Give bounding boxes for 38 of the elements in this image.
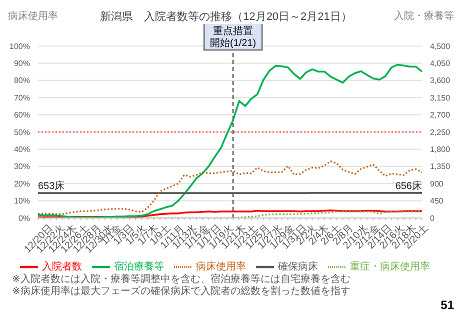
line-series <box>38 64 422 218</box>
legend-label: 入院者数 <box>42 262 82 273</box>
y2-tick-label: 900 <box>430 179 444 188</box>
y2-tick-label: 3,150 <box>430 93 451 102</box>
y-tick-label: 50% <box>14 128 30 137</box>
data-label: 653床 <box>38 180 65 192</box>
y-tick-label: 90% <box>14 59 30 68</box>
y2-tick-label: 2,250 <box>430 128 451 137</box>
text: ※病床使用率は最大フェーズの確保病床で入院者の総数を割った数値を指す <box>12 286 352 298</box>
y2-tick-label: 0 <box>430 214 435 223</box>
y-tick-label: 0% <box>18 214 30 223</box>
y2-tick-label: 3,600 <box>430 76 451 86</box>
y-tick-label: 80% <box>14 76 30 86</box>
line-series <box>38 160 422 216</box>
chart-title: 新潟県 入院者数等の推移（12月20日～2月21日） <box>100 10 352 24</box>
y-tick-label: 10% <box>14 196 30 206</box>
y-axis-title: 病床使用率 <box>8 10 58 23</box>
y2-axis-title: 入院・療養等 <box>394 10 454 23</box>
y2-tick-label: 2,700 <box>430 110 451 120</box>
text: ※入院者数には入院・療養等調整中を含む、宿泊療養等には自宅療養を含む <box>12 274 352 286</box>
y2-tick-label: 1,350 <box>430 162 451 172</box>
legend-label: 確保病床 <box>278 262 318 273</box>
y2-tick-label: 1,800 <box>430 145 451 154</box>
y-tick-label: 70% <box>14 93 30 102</box>
y-tick-label: 40% <box>14 145 30 154</box>
legend-label: 病床使用率 <box>196 262 246 273</box>
y2-tick-label: 4,050 <box>430 59 451 68</box>
y2-tick-label: 4,500 <box>430 42 451 51</box>
y2-tick-label: 450 <box>430 196 444 206</box>
y-tick-label: 20% <box>14 179 30 188</box>
ref-line-label: 重点措置開始(1/21) <box>210 25 256 49</box>
legend-label: 重症・病床使用率 <box>350 262 430 273</box>
data-label: 656床 <box>395 180 422 192</box>
text: 51 <box>440 298 454 312</box>
legend-label: 宿泊療養等 <box>114 262 164 273</box>
y-tick-label: 30% <box>14 162 30 172</box>
y-tick-label: 60% <box>14 110 30 120</box>
y-tick-label: 100% <box>10 42 30 51</box>
